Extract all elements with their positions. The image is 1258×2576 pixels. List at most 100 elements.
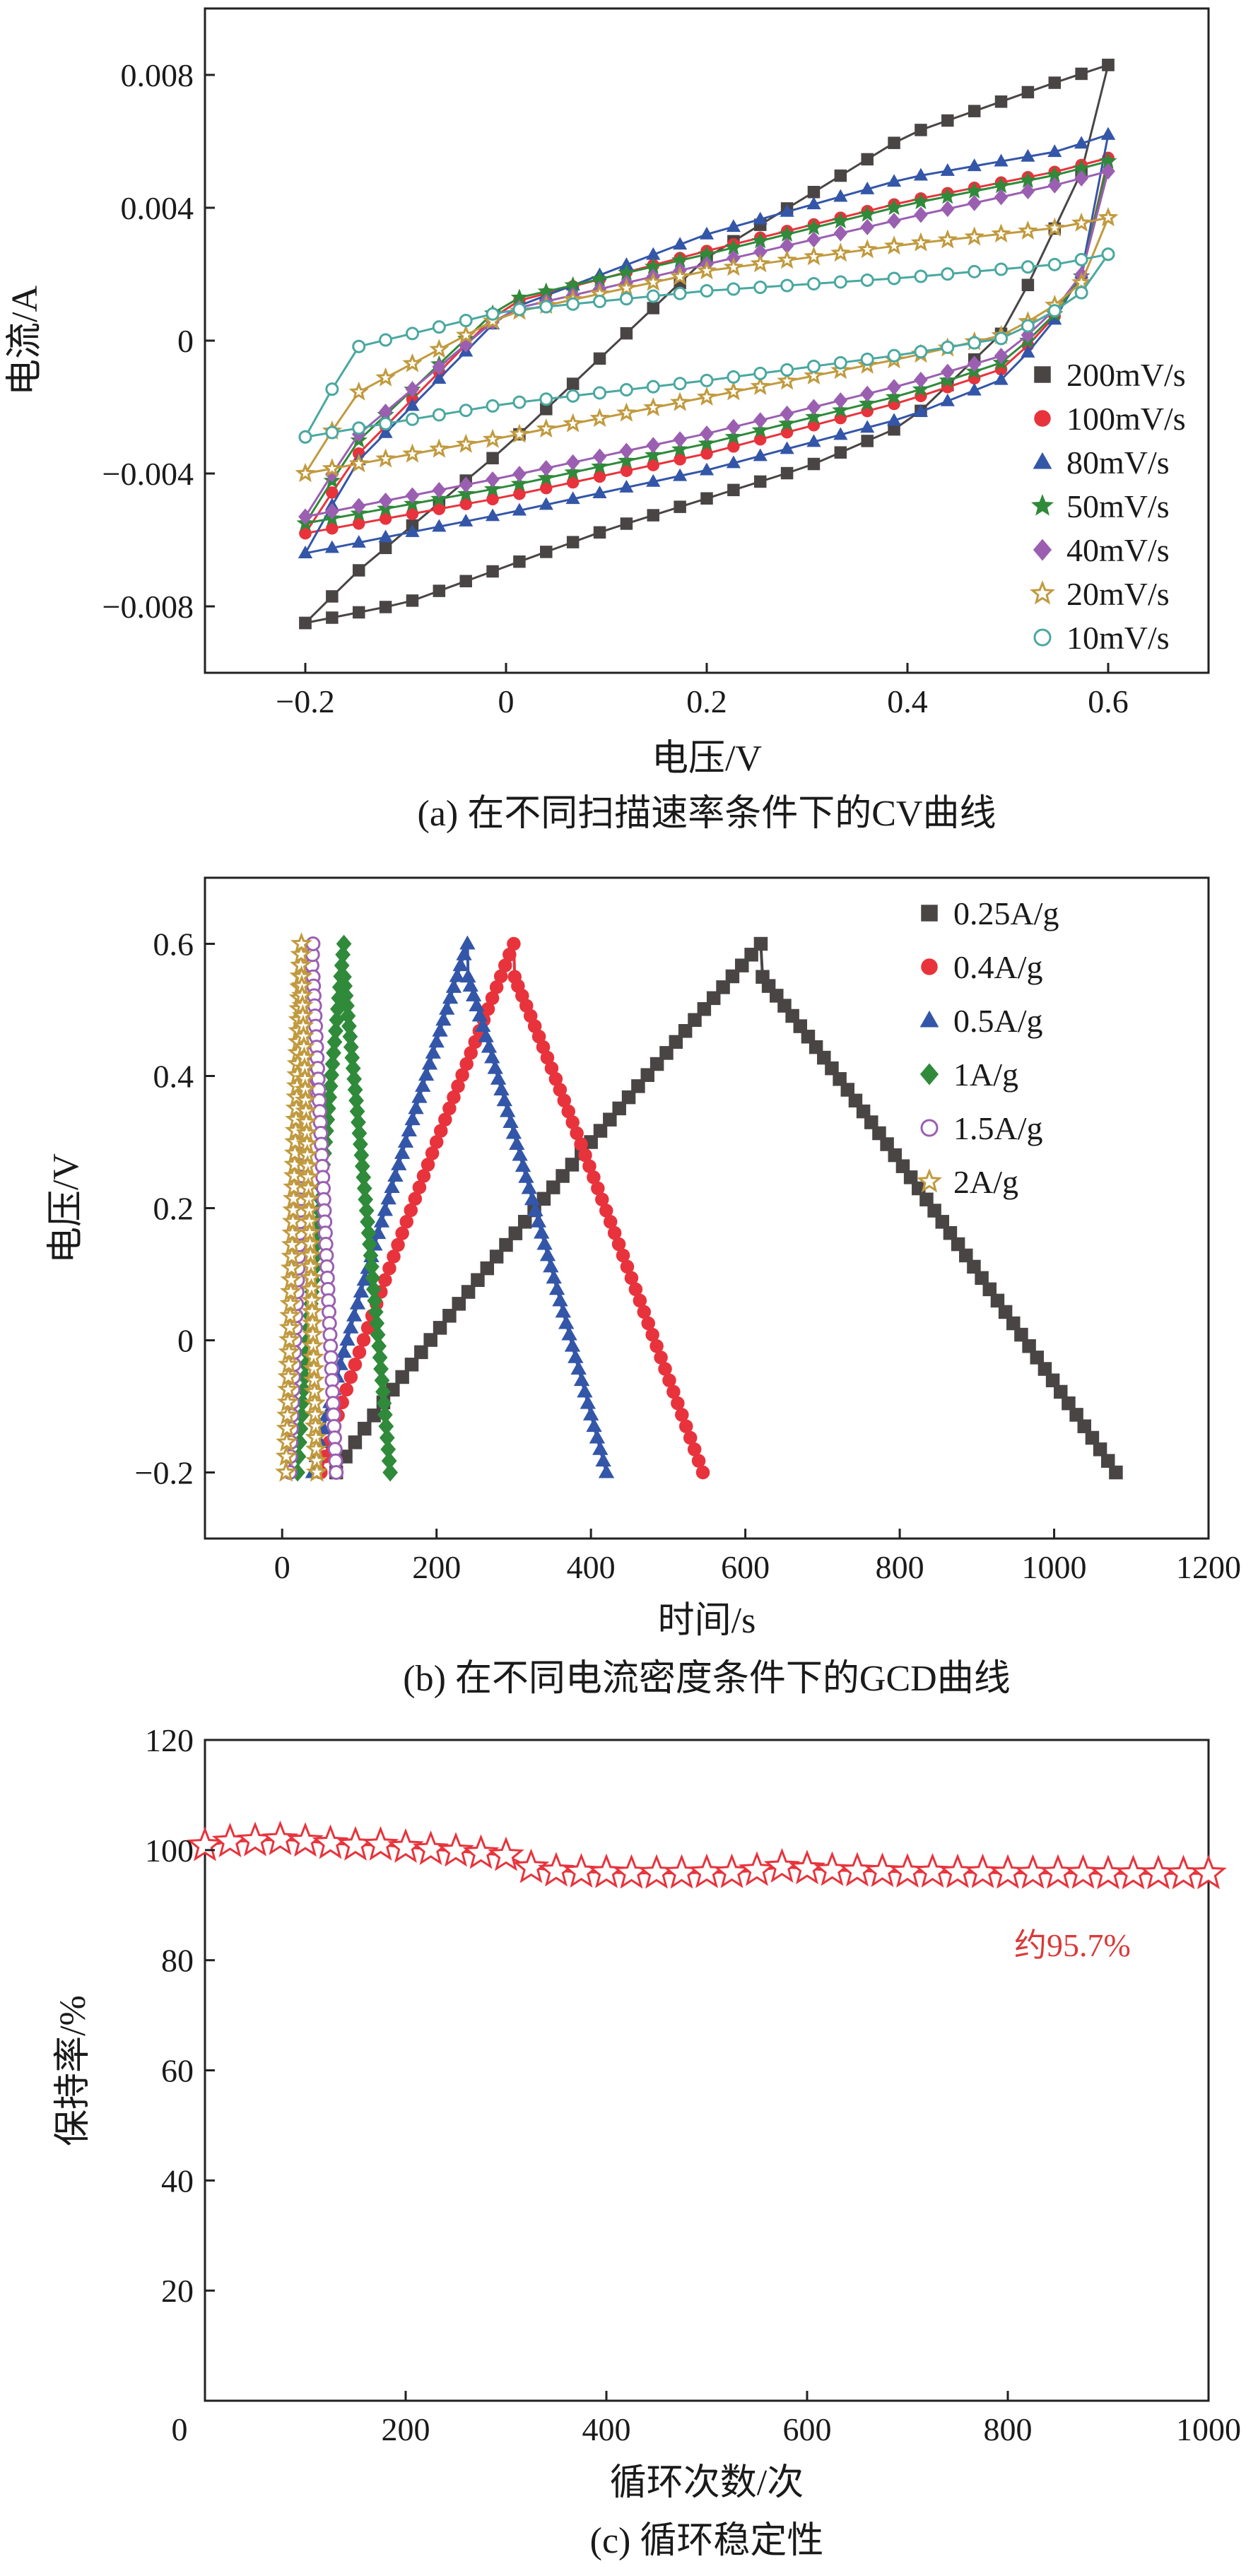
cv-data-point [539,497,553,510]
cv-data-point [700,447,713,460]
gcd-data-point [445,979,462,993]
gcd-data-point [546,1180,560,1194]
cv-data-point [459,476,473,493]
gcd-data-point [278,1353,300,1374]
cv-data-point [565,454,580,471]
gcd-data-point [951,1237,965,1252]
cv-data-point [1100,127,1116,140]
gcd-data-point [825,1061,839,1076]
gcd-data-point [990,1293,1005,1308]
gcd-data-point [1030,1351,1045,1365]
gcd-data-point [649,1057,664,1071]
gcd-data-point [378,1273,392,1288]
retention-data-point [512,1848,550,1883]
x-tick-label: 400 [582,2411,631,2447]
gcd-data-point [982,1282,997,1297]
gcd-data-point [558,1315,575,1329]
cv-data-point [379,417,393,430]
gcd-data-point [697,1002,712,1016]
cv-data-point [619,442,634,459]
gcd-data-point [589,1429,606,1444]
cv-data-point [616,402,637,422]
cv-data-point [833,355,847,370]
gcd-data-point [279,1304,302,1325]
cv-data-point [512,302,527,317]
gcd-data-point [505,1124,522,1139]
cv-data-point [592,448,607,465]
gcd-data-point [456,946,472,960]
gcd-data-point [524,1191,541,1206]
cv-data-point [806,276,821,290]
cv-data-point [1048,76,1062,89]
gcd-data-point [612,1101,626,1116]
cv-data-point [669,266,690,286]
cv-data-point [727,418,741,435]
cv-data-point [647,302,660,314]
cv-data-point [486,471,500,488]
gcd-data-point [568,1348,584,1363]
gcd-data-point [515,1158,531,1172]
cv-data-point [379,601,392,613]
cv-data-point [887,379,901,396]
cv-data-point [912,380,930,397]
gcd-data-point [687,1442,702,1457]
gcd-data-point [418,1066,435,1081]
cv-data-point [539,300,553,314]
cv-data-point [860,218,874,235]
gcd-data-point [564,1337,581,1352]
gcd-data-point [414,1345,428,1360]
cv-data-point [860,385,874,402]
cv-data-point [589,408,610,428]
retention-data-point [688,1853,725,1888]
gcd-data-point [339,1331,355,1346]
cv-data-point [1074,170,1088,187]
cv-data-point [620,327,633,340]
cv-data-point [566,536,580,548]
legend-marker [1029,580,1056,605]
cv-data-point [1045,217,1065,237]
retention-data-point [237,1821,274,1857]
panel-b-legend: 0.25A/g 0.4A/g 0.5A/g 1A/g 1.5A/g 2A/g [916,895,1059,1200]
y-tick-label: −0.004 [102,456,194,492]
cv-data-point [406,507,419,520]
cv-data-point [352,339,366,353]
cv-data-point [378,492,393,510]
panel-c-retention-annotation: 约95.7% [1014,1927,1131,1963]
gcd-data-point [382,1463,399,1482]
gcd-data-point [387,1168,404,1182]
gcd-data-point [327,1033,343,1052]
cv-data-point [806,434,821,447]
cv-data-point [994,153,1009,167]
cv-data-point [295,463,316,483]
cv-data-point [322,458,343,478]
cv-data-point [1018,220,1038,240]
legend-marker [1033,628,1052,647]
cv-data-point [483,480,502,497]
cv-data-point [941,340,955,354]
gcd-data-point [499,1237,513,1252]
gcd-data-point [517,1215,532,1229]
cv-data-point [780,278,794,293]
cv-data-point [620,464,633,477]
panel-a-series [295,59,1119,630]
gcd-data-point [744,948,758,962]
gcd-data-point [322,1088,338,1107]
retention-data-point [739,1851,775,1886]
legend-label: 100mV/s [1066,401,1186,437]
panel-c-cycle-chart: 200 400 600 800 1000 20 40 60 80 100 120 0 约95.7% 循… [53,1722,1241,2561]
cv-data-point [994,331,1009,346]
cv-data-point [512,395,527,409]
gcd-data-point [716,980,730,994]
gcd-data-point [659,1046,674,1060]
cv-data-point [352,421,366,435]
cv-data-point [1047,304,1062,318]
retention-data-point [1014,1854,1052,1889]
cv-data-point [886,174,902,187]
cv-data-point [991,223,1011,243]
gcd-data-point [421,1055,438,1070]
gcd-data-point [356,1333,371,1347]
legend-marker [921,905,938,922]
cv-data-point [298,546,313,558]
cv-data-point [375,448,396,468]
legend-label: 0.25A/g [953,895,1059,931]
